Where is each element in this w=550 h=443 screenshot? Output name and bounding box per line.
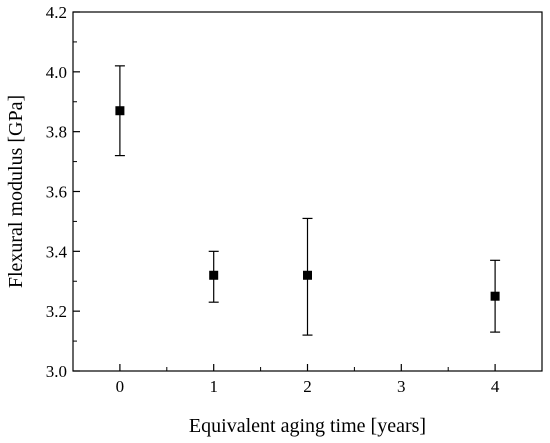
data-marks	[114, 65, 501, 336]
x-tick-label: 3	[397, 377, 406, 396]
data-point-group	[114, 65, 125, 157]
x-tick-label: 0	[116, 377, 125, 396]
y-tick-label: 4.2	[46, 3, 67, 22]
data-point-marker	[490, 291, 500, 301]
y-tick-label: 3.2	[46, 302, 67, 321]
x-tick-label: 1	[209, 377, 218, 396]
data-point-marker	[115, 106, 125, 116]
data-point-group	[490, 259, 501, 333]
data-point-group	[302, 217, 313, 336]
tick-group: 3.0 3.2 3.4 3.6 3.8 4.0 4.2 0 1 2 3 4	[46, 3, 500, 396]
y-axis-title: Flexural modulus [GPa]	[5, 95, 27, 288]
data-point-marker	[303, 270, 312, 280]
x-tick-label: 4	[491, 377, 500, 396]
y-tick-label: 3.4	[46, 242, 68, 261]
x-axis-title: Equivalent aging time [years]	[189, 415, 426, 437]
data-point-marker	[209, 270, 219, 280]
data-point-group	[208, 250, 219, 303]
x-tick-label: 2	[303, 377, 312, 396]
y-tick-label: 3.8	[46, 123, 67, 142]
y-tick-label: 4.0	[46, 63, 67, 82]
y-tick-label: 3.6	[46, 183, 67, 202]
y-tick-label: 3.0	[46, 362, 67, 381]
